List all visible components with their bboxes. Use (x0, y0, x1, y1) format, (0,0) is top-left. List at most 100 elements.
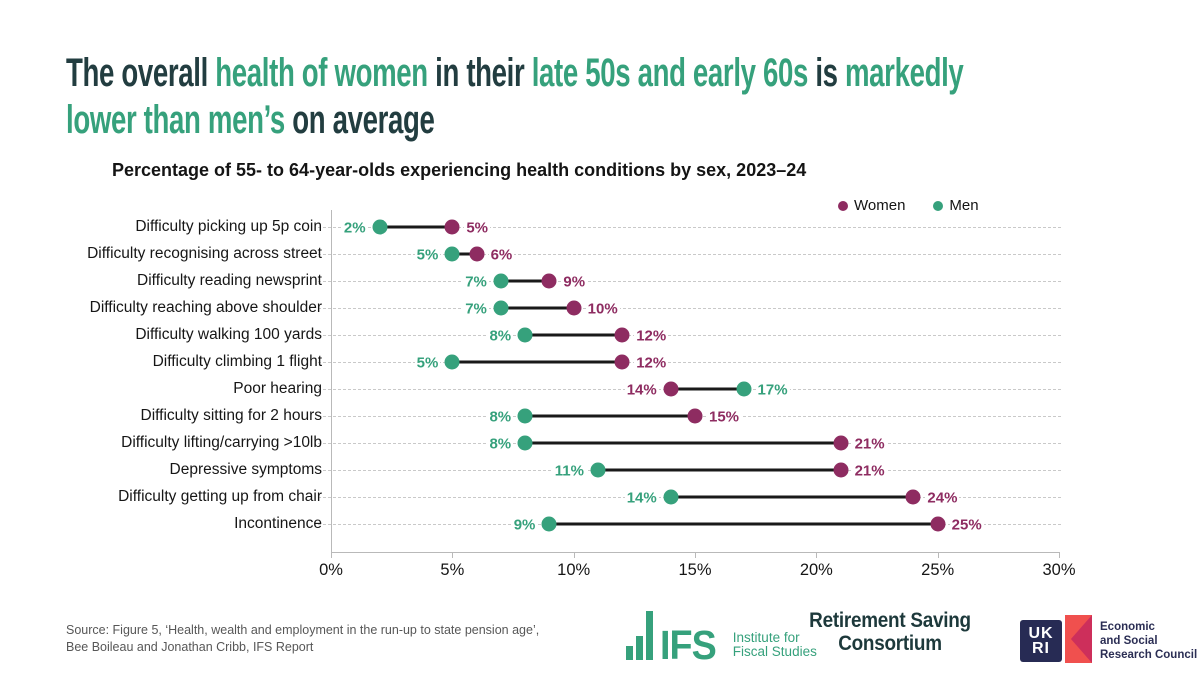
category-label: Difficulty walking 100 yards (135, 326, 322, 343)
title-text: is (807, 51, 845, 95)
women-dot (687, 408, 703, 424)
ifs-name: Institute for Fiscal Studies (733, 631, 817, 659)
ifs-bar-tall (646, 611, 653, 660)
category-label: Difficulty getting up from chair (118, 488, 322, 505)
category-label: Depressive symptoms (169, 461, 322, 478)
connector-line (670, 387, 744, 391)
rsc-line-2: Consortium (838, 631, 942, 655)
x-axis-tick (573, 552, 575, 558)
x-tick-label: 15% (678, 561, 712, 579)
women-value-label: 21% (852, 462, 887, 479)
women-dot (444, 219, 460, 235)
x-axis-tick (816, 552, 818, 558)
title-line: lower than men’s on average (66, 97, 1101, 144)
x-tick-label: 10% (557, 561, 591, 579)
esrc-line-1: Economic (1100, 620, 1155, 633)
y-axis-line (331, 210, 332, 552)
page-title: The overall health of women in their lat… (66, 50, 1101, 144)
women-dot (663, 381, 679, 397)
gridline (318, 281, 1061, 282)
women-dot (614, 327, 630, 343)
women-value-label: 24% (925, 489, 960, 506)
category-label: Difficulty lifting/carrying >10lb (121, 434, 322, 451)
gridline (318, 362, 1061, 363)
x-axis-tick (1059, 552, 1060, 558)
rsc-line-1: Retirement Saving (809, 608, 971, 632)
men-dot (493, 300, 509, 316)
esrc-name: Economic and Social Research Council (1100, 620, 1197, 662)
x-tick-label: 0% (319, 561, 343, 579)
connector-line (500, 306, 574, 310)
men-value-label: 5% (414, 354, 441, 371)
category-label: Difficulty picking up 5p coin (135, 218, 322, 235)
men-value-label: 2% (341, 219, 368, 236)
men-value-label: 5% (414, 246, 441, 263)
men-value-label: 14% (624, 489, 659, 506)
connector-line (452, 360, 623, 364)
men-dot (444, 246, 460, 262)
men-dot (372, 219, 388, 235)
source-line-1: Source: Figure 5, ‘Health, wealth and em… (66, 623, 540, 637)
ifs-bars-icon (626, 611, 653, 660)
women-dot (541, 273, 557, 289)
x-axis-tick (331, 552, 332, 558)
men-value-label: 7% (463, 273, 489, 290)
men-dot (663, 489, 679, 505)
connector-line (525, 333, 623, 337)
category-label: Difficulty sitting for 2 hours (140, 407, 322, 424)
ukri-box-icon: UK RI (1020, 619, 1062, 662)
retirement-saving-consortium-logo: Retirement Saving Consortium (806, 609, 973, 655)
title-text: on average (284, 98, 435, 142)
x-axis-tick (695, 552, 696, 558)
ukri-esrc-logo: UK RI Economic and Social Research Counc… (1020, 615, 1197, 663)
ifs-name-line-1: Institute for (732, 630, 800, 645)
title-text: The overall (66, 51, 216, 95)
women-dot (566, 300, 582, 316)
title-line: The overall health of women in their lat… (66, 50, 1101, 97)
x-axis-tick (937, 552, 939, 558)
women-value-label: 25% (949, 516, 984, 533)
ukri-flag-icon (1065, 615, 1092, 663)
ukri-flag-triangle (1070, 615, 1092, 663)
x-tick-label: 30% (1042, 561, 1076, 579)
x-tick-label: 20% (799, 561, 833, 579)
men-value-label: 8% (487, 435, 514, 452)
legend-item-men: Men (933, 197, 979, 214)
women-value-label: 12% (634, 327, 669, 344)
legend-item-women: Women (838, 197, 905, 214)
connector-line (379, 225, 453, 229)
gridline (318, 308, 1061, 309)
women-value-label: 6% (488, 246, 515, 263)
women-dot (833, 435, 849, 451)
title-accent-text: late 50s and early 60s (531, 51, 809, 95)
category-label: Poor hearing (233, 380, 322, 397)
women-value-label: 9% (561, 273, 588, 290)
women-legend-dot-icon (838, 200, 848, 211)
esrc-line-2: and Social (1100, 634, 1158, 647)
men-value-label: 17% (755, 381, 790, 398)
men-dot (517, 435, 533, 451)
category-label: Difficulty recognising across street (87, 245, 322, 262)
ifs-bar-medium (636, 636, 643, 660)
women-dot (930, 516, 946, 532)
men-dot (736, 381, 752, 397)
men-value-label: 8% (487, 408, 514, 425)
women-dot (833, 462, 849, 478)
ifs-bar-short (626, 646, 633, 660)
men-dot (444, 354, 460, 370)
gridline (318, 335, 1061, 336)
title-accent-text: lower than men’s (66, 98, 285, 142)
ukri-box-line-2: RI (1032, 639, 1050, 657)
connector-line (525, 441, 841, 445)
ifs-abbr: IFS (660, 622, 717, 668)
gridline (318, 254, 1061, 255)
men-dot (541, 516, 557, 532)
men-value-label: 11% (552, 462, 586, 479)
women-value-label: 15% (707, 408, 742, 425)
source-line-2: Bee Boileau and Jonathan Cribb, IFS Repo… (66, 640, 314, 654)
connector-line (670, 495, 914, 499)
connector-line (500, 279, 550, 283)
x-tick-label: 5% (440, 561, 465, 579)
